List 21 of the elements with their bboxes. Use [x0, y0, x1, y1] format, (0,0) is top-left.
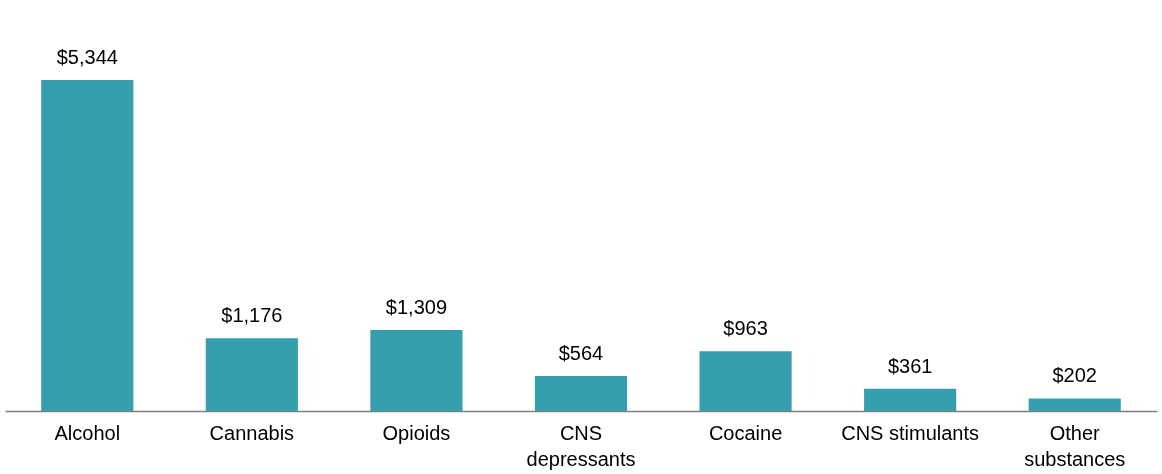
data-label: $1,309	[385, 295, 448, 318]
x-tick-label: CNS depressants	[526, 421, 636, 470]
data-label: $564	[558, 342, 604, 365]
bar	[370, 329, 463, 411]
data-label: $1,176	[221, 304, 283, 327]
data-label: $963	[723, 317, 768, 340]
bar	[1028, 398, 1121, 411]
x-tick-label: Cannabis	[209, 421, 295, 444]
x-tick-label: CNS stimulants	[841, 421, 980, 444]
bar	[41, 80, 134, 411]
data-label: $5,344	[56, 46, 118, 68]
x-tick-label: Cocaine	[708, 421, 783, 444]
bar	[699, 351, 792, 411]
x-tick-label: Opioids	[382, 421, 451, 444]
bar	[205, 338, 298, 411]
data-label: $202	[1052, 364, 1097, 387]
bar	[864, 388, 957, 411]
data-label: $361	[887, 354, 933, 377]
x-tick-label: Other substances	[1024, 421, 1126, 470]
x-tick-label: Alcohol	[54, 421, 121, 444]
bar	[534, 376, 628, 411]
